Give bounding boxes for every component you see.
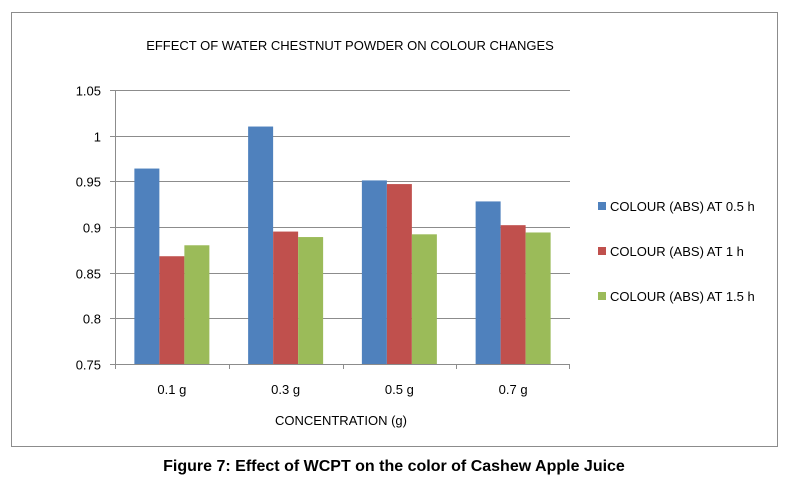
y-tick-label: 0.85 (76, 267, 101, 282)
bar (386, 184, 412, 364)
bar (273, 231, 299, 364)
x-tick-label: 0.1 g (157, 382, 186, 397)
legend-label: COLOUR (ABS) AT 0.5 h (610, 199, 755, 214)
bar (248, 126, 274, 365)
chart-title: EFFECT OF WATER CHESTNUT POWDER ON COLOU… (146, 38, 554, 53)
bar (184, 245, 210, 364)
bar (134, 168, 160, 364)
x-tick-label: 0.5 g (385, 382, 414, 397)
y-tick-label: 0.95 (76, 175, 101, 190)
legend-label: COLOUR (ABS) AT 1 h (610, 244, 744, 259)
y-tick-label: 1.05 (76, 84, 101, 99)
bar (361, 180, 387, 364)
legend-swatch (598, 247, 606, 255)
x-tick-label: 0.3 g (271, 382, 300, 397)
bar (159, 256, 185, 364)
bars (134, 126, 551, 365)
figure-caption: Figure 7: Effect of WCPT on the color of… (163, 458, 625, 475)
legend-label: COLOUR (ABS) AT 1.5 h (610, 289, 755, 304)
axes: 0.75 0.8 0.85 0.9 0.95 1 1.05 0.1 g 0.3 g 0.5 g 0.… (76, 84, 570, 397)
y-tick-label: 0.9 (83, 221, 101, 236)
legend-swatch (598, 292, 606, 300)
bar (298, 237, 324, 364)
y-tick-label: 0.75 (76, 358, 101, 373)
legend-swatch (598, 202, 606, 210)
bar (411, 234, 437, 364)
x-tick-label: 0.7 g (499, 382, 528, 397)
bar (475, 201, 501, 364)
y-tick-label: 0.8 (83, 312, 101, 327)
x-axis-title: CONCENTRATION (g) (275, 413, 407, 428)
bar (500, 225, 526, 364)
bar (525, 232, 551, 364)
legend: COLOUR (ABS) AT 0.5 h COLOUR (ABS) AT 1 h… (598, 199, 755, 304)
y-tick-label: 1 (94, 130, 101, 145)
